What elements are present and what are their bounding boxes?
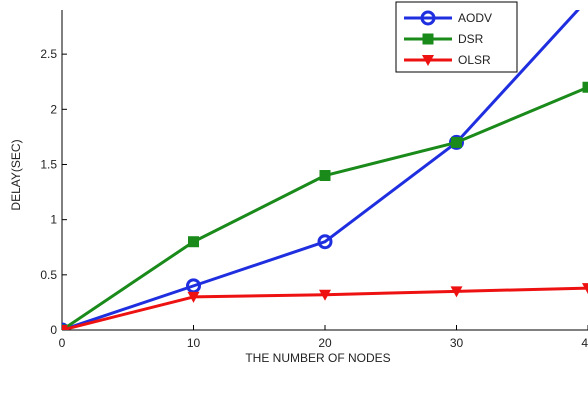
x-tick-label: 10 <box>187 336 201 350</box>
x-tick-label: 0 <box>59 336 66 350</box>
x-tick-label: 20 <box>318 336 332 350</box>
data-point-dsr <box>583 82 588 92</box>
data-point-aodv <box>582 0 588 5</box>
legend-label: DSR <box>458 32 484 46</box>
legend-label: OLSR <box>458 53 491 67</box>
legend-label: AODV <box>458 11 492 25</box>
y-tick-label: 0 <box>50 323 57 337</box>
y-axis-label: DELAY(SEC) <box>9 139 23 210</box>
y-tick-label: 0.5 <box>40 268 57 282</box>
y-tick-label: 1 <box>50 213 57 227</box>
x-tick-label: 30 <box>450 336 464 350</box>
data-point-dsr <box>189 237 199 247</box>
y-tick-label: 2.5 <box>40 47 57 61</box>
legend-marker <box>423 34 433 44</box>
data-point-dsr <box>320 171 330 181</box>
y-tick-label: 1.5 <box>40 157 57 171</box>
legend: AODV DSR OLSR <box>396 2 517 72</box>
y-tick-label: 2 <box>50 102 57 116</box>
x-axis-label: THE NUMBER OF NODES <box>245 351 390 365</box>
data-point-dsr <box>452 137 462 147</box>
x-tick-label: 40 <box>581 336 588 350</box>
